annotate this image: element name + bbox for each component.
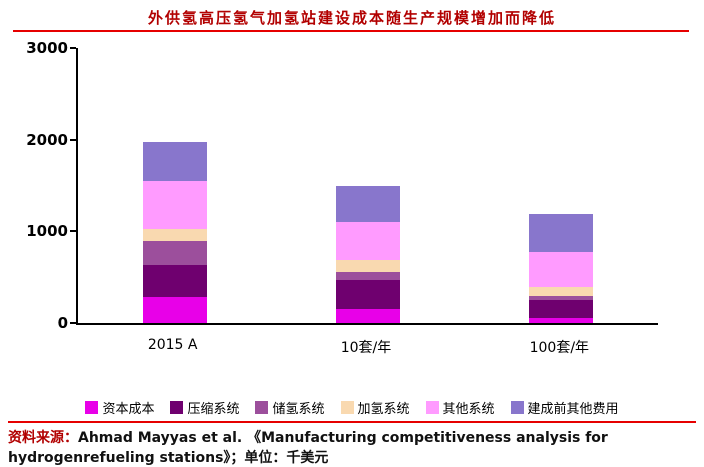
- bar-segment: [529, 318, 594, 323]
- legend-swatch: [255, 401, 269, 414]
- bar-segment: [529, 300, 594, 319]
- y-axis-tick-mark: [70, 322, 76, 324]
- bar-segment: [142, 180, 207, 229]
- bar-segment: [142, 228, 207, 241]
- bar-segment: [336, 309, 400, 323]
- bar-segment: [142, 142, 207, 181]
- legend-label: 加氢系统: [357, 402, 410, 417]
- plot-area: [76, 48, 658, 325]
- legend-item: 建成前其他费用: [510, 398, 619, 417]
- x-axis-category-label: 2015 A: [147, 337, 198, 353]
- chart-title: 外供氢高压氢气加氢站建设成本随生产规模增加而降低: [147, 9, 556, 27]
- legend-item: 加氢系统: [340, 398, 410, 417]
- stacked-bar-chart: 0 1000 2000 3000 2015 A 10套/年 100套/年: [0, 36, 704, 386]
- legend-swatch: [340, 401, 354, 414]
- bar-segment: [336, 259, 400, 272]
- x-axis-category-label: 100套/年: [529, 340, 590, 356]
- y-axis-tick-label: 2000: [26, 130, 68, 149]
- legend-label: 资本成本: [102, 402, 155, 417]
- x-axis-category-label: 10套/年: [340, 340, 392, 356]
- legend-label: 压缩系统: [187, 402, 240, 417]
- legend-item: 资本成本: [85, 398, 154, 417]
- legend-swatch: [425, 401, 439, 414]
- legend-item: 储氢系统: [255, 398, 325, 417]
- legend-label: 其他系统: [442, 402, 495, 417]
- legend-swatch: [510, 401, 524, 414]
- bar-segment: [336, 279, 400, 310]
- y-axis-tick-mark: [70, 138, 76, 141]
- y-axis-tick-label: 0: [57, 314, 68, 332]
- bar-segment: [336, 271, 400, 280]
- bar-segment: [142, 297, 207, 323]
- legend-label: 建成前其他费用: [527, 402, 619, 417]
- bar-segment: [529, 213, 594, 253]
- bar-segment: [529, 295, 594, 301]
- legend-label: 储氢系统: [272, 402, 325, 417]
- legend-item: 其他系统: [425, 398, 495, 417]
- bar-segment: [336, 222, 400, 260]
- title-underline: [13, 30, 689, 32]
- bar-segment: [529, 287, 594, 296]
- y-axis-tick-label: 3000: [26, 39, 68, 57]
- legend-item: 压缩系统: [170, 398, 239, 417]
- bar-segment: [336, 185, 400, 223]
- y-axis-tick-mark: [70, 230, 76, 233]
- y-axis-tick-mark: [70, 47, 76, 49]
- source-label: 资料来源：: [8, 430, 78, 446]
- bar-segment: [142, 265, 207, 298]
- legend-swatch: [85, 401, 99, 414]
- source-note: 资料来源：Ahmad Mayyas et al. 《Manufacturing …: [8, 428, 696, 467]
- y-axis-tick-label: 1000: [26, 222, 68, 241]
- chart-legend: 资本成本 压缩系统 储氢系统 加氢系统 其他系统 建成前其他费用: [0, 398, 704, 417]
- bar-segment: [142, 240, 207, 266]
- source-text: Ahmad Mayyas et al. 《Manufacturing compe…: [8, 430, 608, 466]
- bar-segment: [529, 252, 594, 288]
- source-divider: [8, 421, 696, 423]
- legend-swatch: [170, 401, 184, 414]
